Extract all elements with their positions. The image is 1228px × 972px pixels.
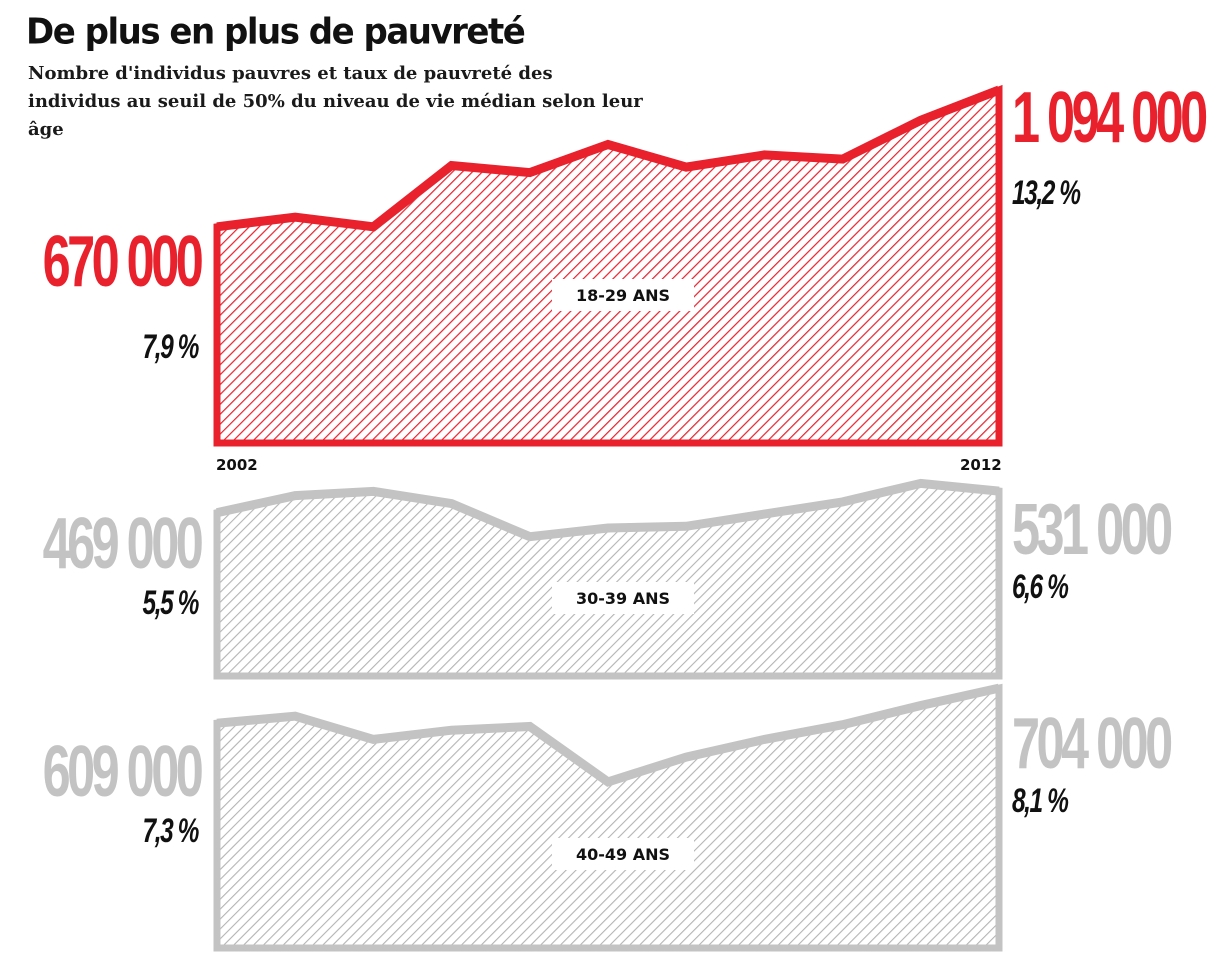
area-30-39-ans — [213, 479, 1003, 680]
end-rate-40-49: 8,1 % — [1012, 782, 1069, 820]
start-rate-40-49: 7,3 % — [142, 812, 200, 850]
series-label-box — [552, 582, 694, 614]
chart-subtitle: Nombre d'individus pauvres et taux de pa… — [28, 63, 643, 140]
start-value-40-49: 609 000 — [42, 732, 203, 812]
series-label: 30-39 ANS — [576, 589, 670, 608]
end-value-18-29: 1 094 000 — [1012, 78, 1208, 158]
chart-title: De plus en plus de pauvreté — [26, 11, 526, 53]
series-label: 18-29 ANS — [576, 286, 670, 305]
series-label: 40-49 ANS — [576, 845, 670, 864]
series-label-box — [552, 279, 694, 311]
end-value-40-49: 704 000 — [1012, 704, 1173, 784]
start-value-30-39: 469 000 — [42, 504, 203, 584]
start-rate-18-29: 7,9 % — [142, 328, 200, 366]
end-value-30-39: 531 000 — [1012, 490, 1173, 570]
series-label-box — [552, 838, 694, 870]
start-value-18-29: 670 000 — [42, 222, 203, 302]
x-end-label: 2012 — [960, 456, 1002, 474]
end-rate-30-39: 6,6 % — [1012, 568, 1069, 606]
x-start-label: 2002 — [216, 456, 258, 474]
end-rate-18-29: 13,2 % — [1012, 174, 1081, 212]
start-rate-30-39: 5,5 % — [142, 584, 200, 622]
